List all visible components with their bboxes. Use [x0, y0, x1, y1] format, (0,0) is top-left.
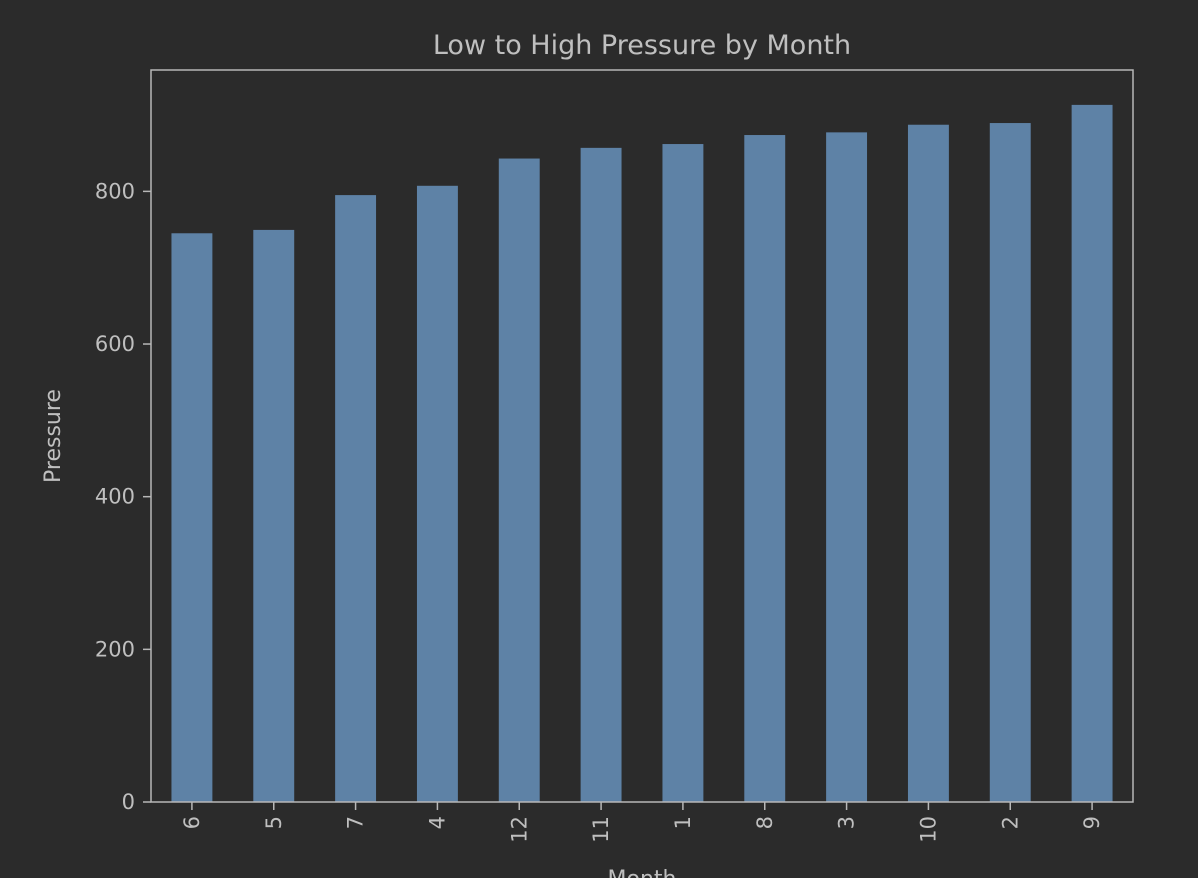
- x-tick-label: 2: [998, 816, 1022, 829]
- bar-month-6: [171, 233, 213, 802]
- x-tick-label: 10: [916, 816, 940, 843]
- bar-group: [171, 104, 1113, 803]
- x-tick-label: 5: [262, 816, 286, 829]
- y-axis-ticks: 0 200 400 600 800: [95, 179, 151, 814]
- x-tick-label: 12: [507, 816, 531, 843]
- bar-month-8: [744, 135, 786, 802]
- x-tick-label: 6: [180, 816, 204, 829]
- bar-month-10: [907, 124, 949, 803]
- bar-month-5: [253, 229, 295, 802]
- plot-frame: [150, 69, 1134, 803]
- x-axis-label: Month: [608, 867, 677, 878]
- y-axis-label: Pressure: [41, 389, 66, 483]
- bar-month-4: [416, 185, 458, 803]
- x-tick-label: 1: [671, 816, 695, 829]
- x-tick-label: 11: [589, 816, 613, 843]
- y-tick-label: 800: [95, 179, 135, 203]
- x-tick-label: 8: [753, 816, 777, 829]
- x-tick-label: 4: [425, 816, 449, 829]
- chart-title: Low to High Pressure by Month: [433, 30, 851, 61]
- y-tick-label: 0: [122, 790, 135, 814]
- x-axis-ticks: 6 5 7 4 12 11 1 8 3 10 2 9: [180, 802, 1104, 843]
- bar-month-7: [335, 195, 377, 803]
- bar-month-9: [1071, 104, 1113, 802]
- bar-month-3: [826, 132, 868, 803]
- bar-month-12: [498, 158, 540, 803]
- bar-month-1: [662, 144, 704, 803]
- y-tick-label: 600: [95, 332, 135, 356]
- bar-month-11: [580, 147, 622, 803]
- y-tick-label: 400: [95, 485, 135, 509]
- bar-month-2: [989, 123, 1031, 803]
- y-tick-label: 200: [95, 637, 135, 661]
- x-tick-label: 3: [835, 816, 859, 829]
- x-tick-label: 7: [344, 816, 368, 829]
- x-tick-label: 9: [1080, 816, 1104, 829]
